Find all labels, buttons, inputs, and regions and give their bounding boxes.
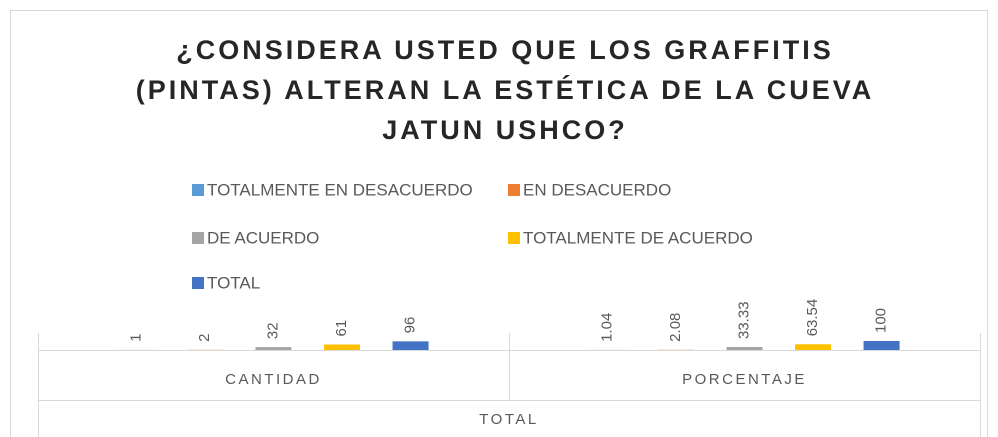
bar (795, 344, 832, 350)
x-tick-label: CANTIDAD (225, 371, 322, 388)
bar (255, 347, 292, 350)
chart-title: (PINTAS) ALTERAN LA ESTÉTICA DE LA CUEVA (136, 74, 874, 105)
data-label: 63.54 (804, 299, 821, 337)
legend-swatch (508, 184, 520, 196)
x-tick-label: PORCENTAJE (682, 371, 807, 388)
bar (863, 341, 900, 350)
legend-label: TOTALMENTE DE ACUERDO (523, 228, 753, 247)
bar (392, 341, 429, 350)
legend-swatch (192, 184, 204, 196)
data-label: 100 (873, 308, 890, 333)
legend-label: DE ACUERDO (207, 228, 319, 247)
data-label: 32 (264, 322, 281, 339)
chart-border (10, 10, 988, 437)
category-group-label: TOTAL (479, 411, 538, 428)
data-label: 2.08 (667, 313, 684, 342)
legend-label: TOTAL (207, 273, 260, 292)
data-label: 33.33 (735, 301, 752, 339)
legend-swatch (508, 232, 520, 244)
chart-title: ¿CONSIDERA USTED QUE LOS GRAFFITIS (176, 35, 834, 65)
legend-swatch (192, 232, 204, 244)
bar (726, 347, 763, 350)
data-label: 1.04 (598, 313, 615, 342)
data-label: 1 (127, 334, 144, 342)
legend-swatch (192, 277, 204, 289)
chart-title: JATUN USHCO? (382, 115, 628, 145)
bar (324, 344, 361, 350)
data-label: 2 (196, 333, 213, 341)
data-label: 61 (333, 320, 350, 337)
legend-label: TOTALMENTE EN DESACUERDO (207, 180, 473, 199)
data-label: 96 (402, 317, 419, 334)
legend-label: EN DESACUERDO (523, 180, 671, 199)
